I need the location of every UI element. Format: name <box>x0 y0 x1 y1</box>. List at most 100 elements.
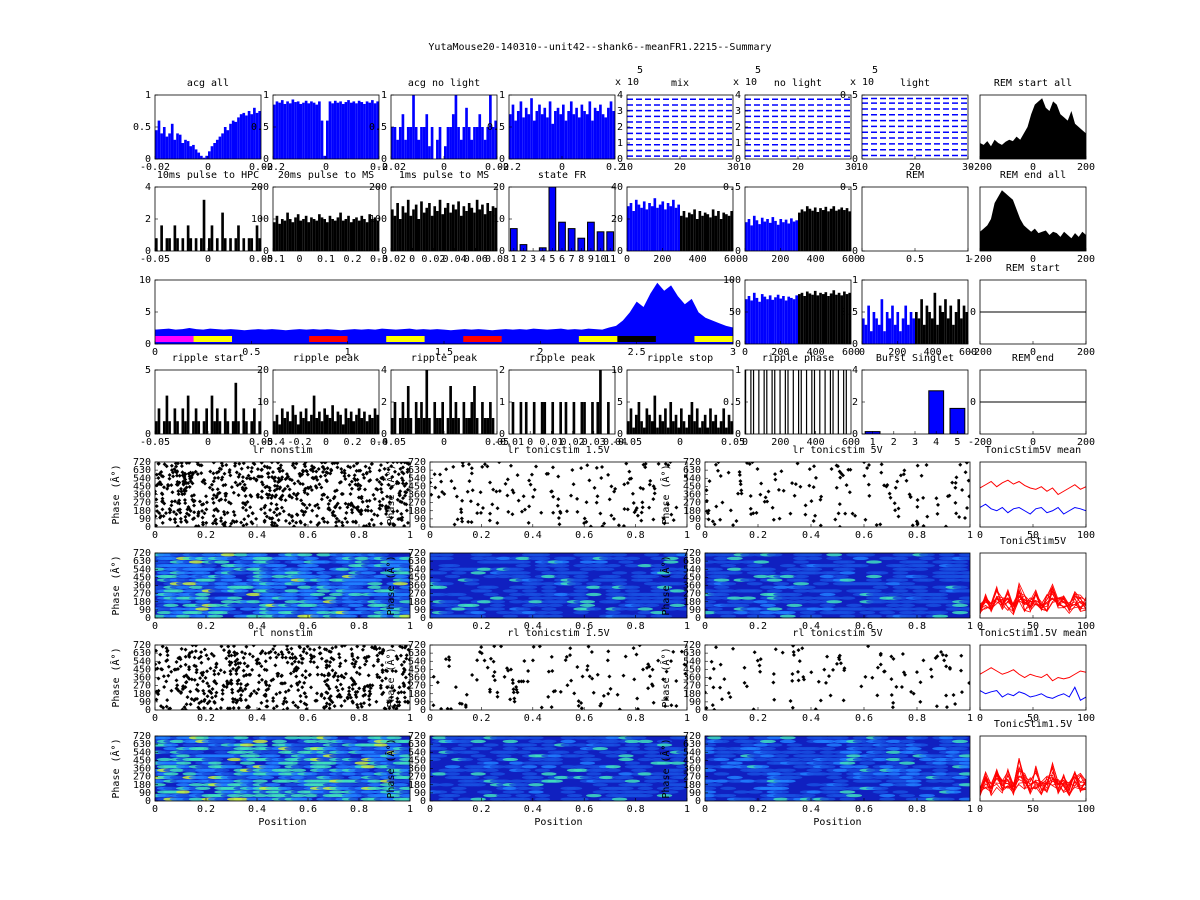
y-tick-label: 0 <box>145 154 151 165</box>
plot-area <box>155 199 261 251</box>
bar <box>642 427 646 434</box>
y-tick-label: 180 <box>133 689 151 700</box>
spike-point <box>674 505 679 510</box>
bar <box>543 402 547 434</box>
panel-title: lr tonicstim 1.5V <box>507 445 609 456</box>
x-tick-label: 0 <box>742 437 748 448</box>
heat-cell <box>464 582 480 586</box>
spike-point <box>241 505 246 510</box>
y-tick-label: 50 <box>729 307 741 318</box>
heat-cell <box>779 574 796 579</box>
spike-point <box>356 495 361 500</box>
spike-point <box>214 681 219 686</box>
bar <box>328 418 332 434</box>
spike-point <box>289 684 294 689</box>
spike-point <box>918 680 923 685</box>
series-red <box>980 667 1086 682</box>
spike-point <box>262 667 267 672</box>
spike-point <box>259 700 264 705</box>
y-tick-label: 4 <box>617 90 623 101</box>
spike-point <box>183 654 188 659</box>
bar <box>430 127 434 159</box>
heat-cell <box>399 768 410 772</box>
heat-cell <box>885 582 902 586</box>
x-tick-label: 0.05 <box>249 437 273 448</box>
spike-point <box>891 656 896 661</box>
bar <box>669 206 673 251</box>
spike-point <box>495 521 500 526</box>
spike-point <box>807 483 812 488</box>
y-tick-label: 0 <box>970 307 976 318</box>
x-tick-label: 0.6 <box>855 713 873 724</box>
spike-point <box>292 465 297 470</box>
spike-point <box>847 490 852 495</box>
spike-point <box>266 475 271 480</box>
bar <box>824 370 826 434</box>
heat-cell <box>605 574 621 579</box>
y-tick-label: 0 <box>145 613 151 624</box>
heat-cell <box>348 757 364 762</box>
heat-cell <box>872 571 889 575</box>
spike-point <box>274 523 279 527</box>
spike-point <box>665 502 670 507</box>
spike-point <box>248 476 253 481</box>
heat-cell <box>373 750 389 754</box>
bar <box>779 219 783 251</box>
spike-point <box>355 655 360 660</box>
bar <box>489 95 492 159</box>
spike-point <box>336 652 341 657</box>
heat-cell <box>278 768 294 772</box>
spike-point <box>459 510 464 515</box>
bar <box>398 418 402 434</box>
bar <box>318 214 321 251</box>
x-tick-label: 100 <box>1077 530 1095 541</box>
spike-point <box>526 669 531 674</box>
spike-point <box>330 668 335 673</box>
spike-point <box>345 505 350 510</box>
spike-point <box>773 647 778 652</box>
spike-point <box>705 498 709 503</box>
spike-point <box>647 674 652 679</box>
spike-point <box>262 505 267 510</box>
bar <box>792 221 796 251</box>
spike-point <box>546 694 551 699</box>
bar <box>551 123 555 159</box>
spike-point <box>182 491 187 496</box>
spike-point <box>664 696 669 701</box>
bar <box>205 408 208 434</box>
heat-cell <box>958 596 970 600</box>
panel-title: lr nonstim <box>252 445 312 456</box>
bar <box>307 222 311 251</box>
trial-line <box>980 589 1086 613</box>
spike-point <box>344 510 349 515</box>
spike-point <box>555 503 560 508</box>
x-tick-label: 0 <box>742 254 748 265</box>
spike-point <box>319 497 324 502</box>
heat-cell <box>676 607 687 611</box>
x-tick-label: 20 <box>792 162 804 173</box>
state-segment <box>155 336 194 342</box>
bar <box>627 421 630 434</box>
spike-point <box>245 499 250 504</box>
heat-cell <box>303 574 319 579</box>
spike-point <box>183 647 188 652</box>
plot-area <box>430 462 687 527</box>
bar <box>763 221 767 251</box>
heat-cell <box>899 567 916 571</box>
x-tick-label: 200 <box>1077 254 1095 265</box>
spike-point <box>269 501 274 506</box>
spike-point <box>549 489 554 494</box>
panel-title: state FR <box>538 170 587 181</box>
bar <box>843 370 845 434</box>
bar <box>596 111 600 159</box>
spike-point <box>728 508 733 513</box>
spike-point <box>365 504 370 509</box>
bar <box>465 107 468 159</box>
spike-point <box>371 663 376 668</box>
bar <box>336 411 340 434</box>
bar <box>755 297 759 344</box>
bar <box>821 294 825 344</box>
heat-cell <box>528 578 544 582</box>
spike-point <box>302 647 307 652</box>
bar <box>880 299 884 344</box>
